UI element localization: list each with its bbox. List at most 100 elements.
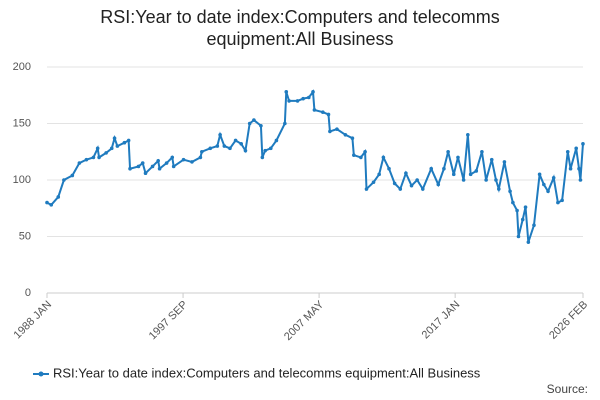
point [150, 164, 155, 169]
point [578, 178, 583, 182]
point [474, 169, 479, 173]
point [164, 161, 169, 165]
point [520, 217, 525, 222]
point [577, 166, 581, 171]
point [568, 166, 573, 171]
point [387, 166, 391, 171]
point [283, 121, 287, 126]
point [97, 155, 101, 160]
point [156, 158, 160, 163]
point [170, 155, 175, 160]
point [143, 171, 148, 176]
point [515, 208, 519, 213]
point [404, 171, 408, 176]
y-tick-label: 150 [13, 117, 31, 129]
point [181, 157, 186, 162]
point [343, 133, 348, 137]
point [287, 99, 291, 103]
point [136, 164, 141, 169]
point [526, 240, 531, 244]
x-tick-label: 2026 FEB [547, 299, 590, 342]
point [306, 95, 311, 100]
series-line [46, 89, 584, 243]
point [247, 121, 252, 126]
point [523, 205, 528, 209]
y-tick-label: 100 [13, 174, 31, 186]
point [537, 172, 542, 177]
point [268, 146, 273, 151]
point [363, 149, 367, 154]
point [70, 173, 75, 178]
point [398, 187, 403, 191]
point [381, 155, 386, 160]
point [392, 181, 397, 186]
point [484, 178, 488, 182]
point [335, 127, 339, 131]
x-tick-label: 1997 SEP [147, 299, 191, 343]
y-tick-label: 0 [25, 287, 31, 299]
point [56, 195, 61, 199]
point [115, 144, 120, 148]
chart-title: RSI:Year to date index:Computers and tel… [100, 7, 500, 49]
point [328, 129, 332, 134]
point [556, 200, 560, 205]
point [516, 234, 521, 239]
point [466, 133, 470, 137]
point [377, 172, 381, 177]
point [274, 138, 279, 143]
point [243, 148, 248, 153]
point [429, 166, 434, 171]
y-tick-label: 50 [19, 230, 31, 242]
point [157, 166, 162, 171]
point [496, 187, 501, 191]
point [252, 118, 256, 122]
source: Source: [547, 382, 588, 396]
point [326, 112, 331, 117]
point [560, 198, 564, 203]
y-tick-label: 200 [13, 61, 31, 73]
point [228, 146, 232, 151]
point [364, 187, 369, 191]
point [409, 183, 414, 188]
point [551, 175, 556, 180]
point [436, 182, 441, 187]
point [352, 153, 356, 157]
point [565, 149, 570, 154]
point [112, 136, 117, 140]
point [171, 164, 176, 169]
point [260, 155, 265, 160]
point [140, 161, 145, 165]
point [542, 182, 546, 187]
point [295, 99, 300, 103]
point [415, 178, 419, 182]
point [489, 157, 494, 162]
point [208, 146, 213, 151]
point [109, 146, 114, 151]
x-tick-label: 1988 JAN [12, 299, 55, 342]
point [451, 172, 456, 177]
point [49, 203, 54, 207]
point [62, 178, 66, 182]
point [456, 155, 460, 160]
point [511, 200, 515, 205]
point [284, 90, 289, 94]
point [508, 189, 512, 194]
point [574, 146, 579, 151]
point [45, 200, 49, 205]
point [233, 138, 238, 143]
point [215, 144, 220, 148]
point [198, 155, 203, 160]
point [84, 157, 89, 162]
point [461, 178, 466, 182]
legend-label: RSI:Year to date index:Computers and tel… [53, 365, 481, 380]
point [494, 178, 498, 182]
point [311, 90, 315, 94]
point [581, 142, 585, 146]
point [420, 187, 425, 191]
point [350, 136, 355, 140]
point [442, 166, 446, 171]
point [301, 96, 305, 101]
point [532, 223, 536, 227]
